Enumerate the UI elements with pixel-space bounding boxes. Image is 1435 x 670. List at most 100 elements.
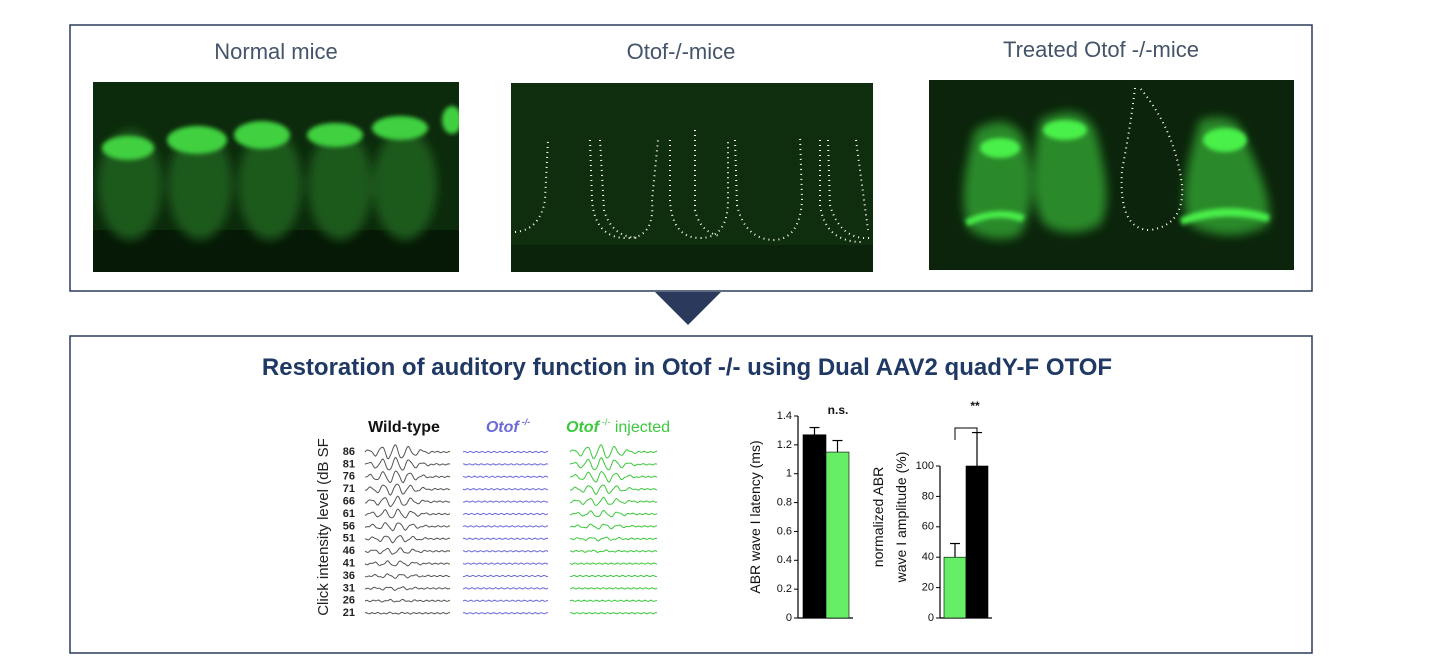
abr-trace	[463, 500, 549, 503]
bar-charts: 0 0.2 0.4 0.6 0.8 1 1.2 1.4 ABR wave I latency (…	[747, 399, 992, 624]
abr-trace	[364, 560, 451, 567]
abr-trace	[364, 470, 451, 484]
significance: n.s.	[828, 403, 849, 417]
abr-trace	[462, 562, 549, 565]
group-sup: -/-	[602, 417, 611, 427]
abr-trace	[364, 456, 451, 471]
abr-trace	[569, 574, 658, 578]
panel-label: Normal mice	[214, 39, 337, 64]
abr-trace	[462, 537, 549, 540]
abr-trace	[462, 574, 549, 578]
results-box	[69, 335, 1313, 654]
level-label: 41	[343, 558, 355, 570]
y-tick-label: 1.2	[777, 439, 792, 451]
y-tick-label: 1	[786, 468, 792, 480]
abr-trace	[462, 550, 549, 553]
abr-trace	[569, 457, 658, 471]
y-axis-label: Click intensity level (dB SF	[315, 438, 332, 616]
abr-trace	[462, 512, 549, 516]
abr-trace	[364, 598, 451, 603]
abr-trace	[364, 547, 451, 555]
abr-trace	[364, 586, 451, 591]
abr-trace	[569, 549, 658, 553]
abr-trace	[569, 536, 658, 542]
level-label: 46	[343, 545, 355, 557]
abr-trace	[569, 509, 658, 518]
bar	[943, 556, 967, 619]
micrograph	[929, 80, 1294, 270]
abr-trace	[569, 599, 658, 602]
abr-trace	[364, 611, 451, 615]
y-tick-label: 60	[922, 521, 934, 533]
bracket	[954, 427, 978, 440]
abr-trace	[569, 496, 658, 507]
abr-trace	[462, 599, 549, 602]
bar	[825, 451, 850, 619]
level-label: 56	[343, 520, 355, 532]
abr-trace	[569, 484, 658, 495]
y-tick-label: 0	[786, 612, 792, 624]
abr-trace	[364, 444, 451, 460]
y-tick-label: 40	[922, 551, 934, 563]
group-sup: -/-	[522, 417, 531, 427]
micrograph	[511, 83, 873, 272]
y-tick-label: 0.2	[777, 583, 792, 595]
abr-trace	[364, 508, 451, 519]
arrow	[655, 292, 721, 325]
y-tick-label: 0.4	[777, 554, 792, 566]
abr-trace	[462, 450, 548, 454]
level-label: 26	[343, 595, 355, 607]
level-label: 61	[343, 508, 355, 520]
group-name: Otof	[486, 419, 521, 436]
abr-trace	[463, 463, 549, 466]
level-label: 76	[343, 471, 355, 483]
abr-trace	[569, 612, 658, 615]
abr-trace	[569, 444, 658, 460]
y-tick-label: 80	[922, 490, 934, 502]
group-suffix: injected	[610, 419, 670, 436]
panel-label: Otof-/-mice	[627, 39, 736, 64]
abr-trace	[364, 483, 451, 496]
abr-trace	[570, 471, 658, 483]
group-label: Otof -/-	[486, 417, 530, 436]
y-tick-label: 0	[928, 612, 934, 624]
abr-trace	[364, 573, 451, 579]
bar	[802, 434, 827, 619]
micrograph	[93, 82, 459, 272]
level-label: 71	[343, 483, 355, 495]
y-tick-label: 0.6	[777, 525, 792, 537]
abr-trace	[569, 523, 658, 530]
abr-trace	[462, 587, 549, 590]
level-label: 36	[343, 570, 355, 582]
bar	[965, 465, 989, 619]
abr-trace	[462, 488, 549, 491]
level-label: 31	[343, 582, 355, 594]
panel-label: Treated Otof -/-mice	[1003, 37, 1199, 62]
level-label: 86	[343, 446, 355, 458]
group-name: Otof	[566, 419, 601, 436]
abr-trace	[569, 587, 658, 590]
abr-trace	[364, 522, 451, 532]
abr-trace	[462, 612, 549, 615]
abr-trace	[365, 534, 451, 544]
level-label: 21	[343, 607, 355, 619]
results-title: Restoration of auditory function in Otof…	[262, 354, 1112, 381]
abr-trace	[462, 525, 549, 528]
group-name: Wild-type	[368, 419, 440, 436]
y-tick-label: 20	[922, 582, 934, 594]
level-label: 66	[343, 496, 355, 508]
y-axis-label: ABR wave I latency (ms)	[747, 440, 763, 593]
y-axis-label: normalized ABR	[870, 467, 886, 567]
abr-trace	[462, 475, 549, 478]
group-label: Wild-type	[368, 419, 440, 436]
level-label: 81	[343, 458, 355, 470]
abr-trace	[364, 495, 451, 508]
y-tick-label: 1.4	[777, 410, 792, 422]
group-label: Otof -/- injected	[566, 417, 670, 436]
y-tick-label: 0.8	[777, 496, 792, 508]
y-tick-label: 100	[916, 460, 934, 472]
abr-trace	[569, 562, 658, 565]
